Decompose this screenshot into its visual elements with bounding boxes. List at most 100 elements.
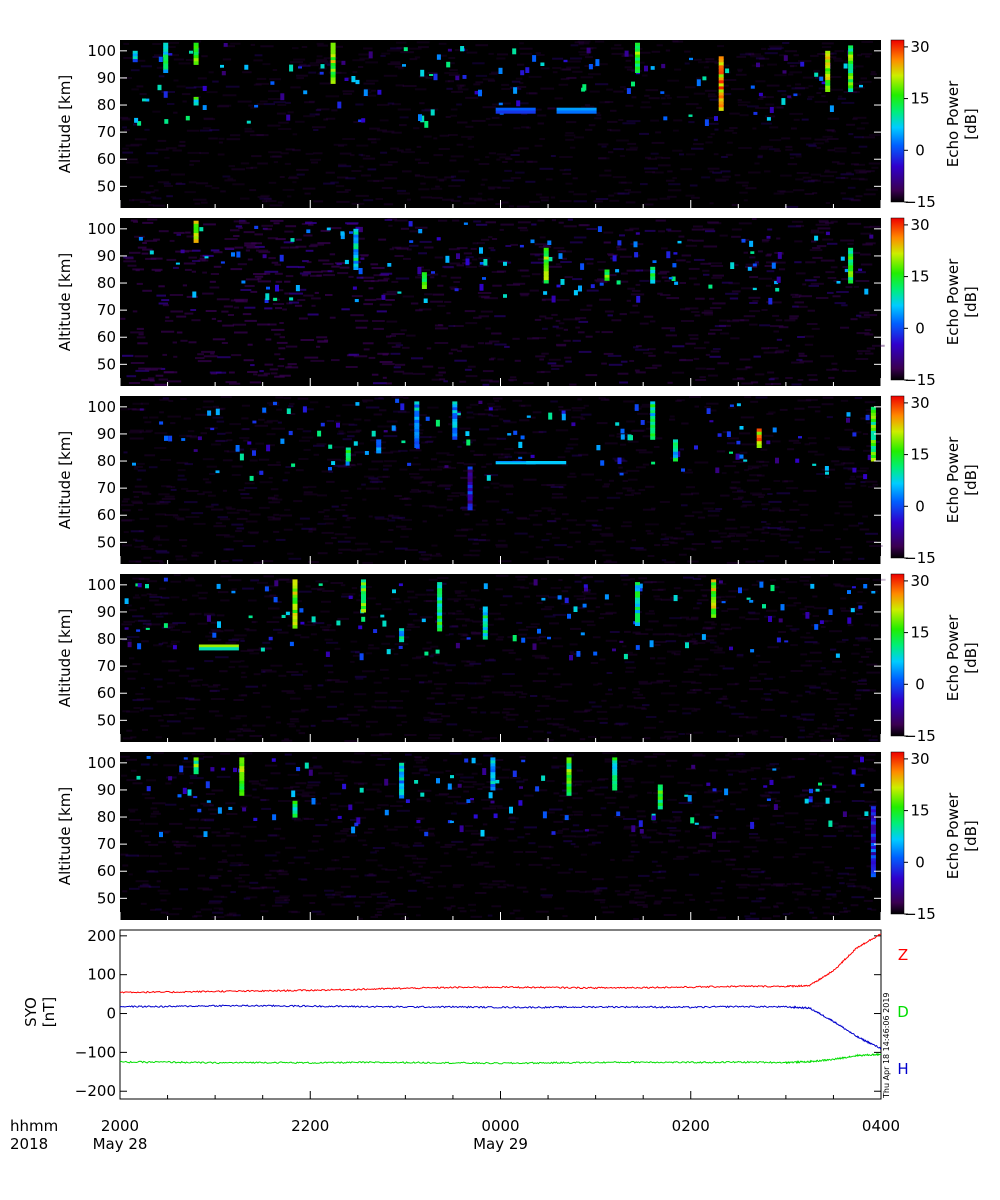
echo-feature-5 <box>604 269 610 281</box>
y-tick-label: −200 <box>75 1082 116 1100</box>
y-tick-label: 100 <box>87 966 116 984</box>
y-tick-label: 70 <box>97 835 116 853</box>
echo-feature-7 <box>556 107 597 114</box>
echo-feature-7 <box>526 461 567 465</box>
echo-feature-8 <box>657 784 663 810</box>
colorbar-tick-label: −15 <box>904 549 936 567</box>
echo-feature-5 <box>467 466 473 511</box>
series-line-D <box>119 1052 882 1065</box>
y-tick-label: 70 <box>97 123 116 141</box>
y-axis-label: Altitude [km] <box>56 787 74 885</box>
echo-feature-1 <box>198 644 239 651</box>
panel-background <box>120 396 881 564</box>
echo-feature-2 <box>376 439 382 454</box>
echo-feature-2 <box>163 42 169 73</box>
echo-feature-1 <box>193 757 199 775</box>
echo-feature-5 <box>437 582 443 632</box>
colorbar-tick-label: −15 <box>904 371 936 389</box>
echo-feature-5 <box>330 42 336 84</box>
y-axis-label: Altitude [km] <box>56 609 74 707</box>
echo-feature-6 <box>482 606 488 640</box>
colorbar-tick-label: −15 <box>904 193 936 211</box>
echo-feature-3 <box>414 401 420 448</box>
colorbar-tick-label: 0 <box>915 319 925 337</box>
colorbar <box>890 217 905 381</box>
colorbar-unit: [dB] <box>962 108 980 140</box>
noise-texture <box>120 40 881 208</box>
y-tick-label: 80 <box>97 274 116 292</box>
colorbar-tick-label: 0 <box>915 675 925 693</box>
line-plot-frame <box>119 929 882 1100</box>
colorbar-label: Echo Power <box>944 436 962 523</box>
colorbar-tick-label: −15 <box>904 727 936 745</box>
legend-label-D: D <box>897 1003 909 1021</box>
colorbar-label: Echo Power <box>944 792 962 879</box>
time-tick-label: 2200 <box>291 1117 329 1135</box>
series-line-H <box>119 1004 882 1050</box>
y-tick-label: 90 <box>97 425 116 443</box>
echo-feature-6 <box>495 107 536 114</box>
y-tick-label: 60 <box>97 684 116 702</box>
y-axis-label: Altitude [km] <box>56 253 74 351</box>
echo-feature-9 <box>870 806 876 878</box>
noise-texture <box>120 218 885 386</box>
echo-feature-10 <box>756 428 762 448</box>
y-tick-label: 80 <box>97 96 116 114</box>
time-tick-label: 2000 <box>101 1117 139 1135</box>
colorbar-label: Echo Power <box>944 614 962 701</box>
echo-feature-1 <box>345 447 351 462</box>
y-tick-label: −100 <box>75 1043 116 1061</box>
echo-feature-2 <box>239 757 245 796</box>
panel-background <box>120 574 881 742</box>
echo-feature-4 <box>193 96 199 106</box>
colorbar-tick-label: 15 <box>910 446 929 464</box>
magnetometer-panel: 200 100 0 −100 −200 SYO [nT] Z D H <box>22 927 909 1100</box>
y-tick-label: 50 <box>97 177 116 195</box>
echo-feature-6 <box>650 266 656 284</box>
colorbar-tick-label: 30 <box>910 750 929 768</box>
echo-feature-3 <box>292 800 298 818</box>
y-tick-label: 80 <box>97 630 116 648</box>
echo-feature-2 <box>292 579 298 629</box>
y-tick-label: 60 <box>97 328 116 346</box>
time-tick-label: 0400 <box>862 1117 900 1135</box>
y-axis-label: Altitude [km] <box>56 431 74 529</box>
y-axis-label: SYO <box>22 997 40 1027</box>
echo-feature-1 <box>132 50 138 63</box>
colorbar <box>890 751 905 915</box>
y-tick-label: 60 <box>97 150 116 168</box>
y-tick-label: 100 <box>87 42 116 60</box>
noise-texture <box>121 574 886 742</box>
y-axis-label: Altitude [km] <box>56 75 74 173</box>
echo-feature-1 <box>193 220 199 243</box>
noise-texture <box>120 396 883 564</box>
y-axis-unit: [nT] <box>40 997 58 1027</box>
echo-feature-7 <box>635 582 640 626</box>
y-tick-label: 50 <box>97 711 116 729</box>
echo-feature-4 <box>543 247 549 284</box>
echo-feature-11 <box>870 406 876 462</box>
colorbar-tick-label: 15 <box>910 268 929 286</box>
echo-feature-7 <box>848 247 854 284</box>
echo-power-panel-4: 50 60 70 80 90 100 Altitude [km] 30 15 0 −15 Echo P… <box>56 572 980 745</box>
y-tick-label: 90 <box>97 69 116 87</box>
echo-feature-4 <box>399 628 405 643</box>
colorbar-tick-label: 30 <box>910 216 929 234</box>
y-tick-label: 60 <box>97 862 116 880</box>
colorbar <box>890 573 905 737</box>
noise-texture <box>120 752 879 920</box>
echo-speckles <box>136 756 869 839</box>
time-row-label: hhmm <box>10 1117 58 1135</box>
echo-feature-10 <box>825 50 831 92</box>
colorbar-unit: [dB] <box>962 286 980 318</box>
spectrogram-panels: 50 60 70 80 90 100 Altitude [km] 30 15 0 −15 Echo P… <box>56 38 980 923</box>
colorbar <box>890 39 905 203</box>
panel-background <box>120 752 881 920</box>
colorbar-tick-label: 15 <box>910 90 929 108</box>
echo-power-panel-1: 50 60 70 80 90 100 Altitude [km] 30 15 0 −15 Echo P… <box>56 38 980 211</box>
y-tick-label: 70 <box>97 657 116 675</box>
echo-speckles <box>132 398 872 481</box>
colorbar-tick-label: 30 <box>910 394 929 412</box>
colorbar-tick-label: 30 <box>910 572 929 590</box>
colorbar-tick-label: 15 <box>910 802 929 820</box>
